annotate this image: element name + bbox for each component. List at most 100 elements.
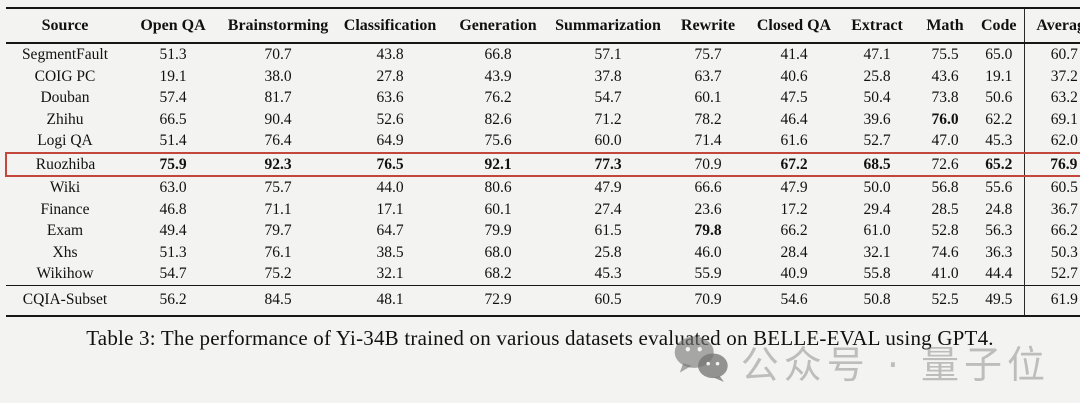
table-cell: 61.6 bbox=[780, 132, 808, 149]
table-cell: 64.7 bbox=[376, 222, 404, 239]
table-cell: 76.9 bbox=[1023, 151, 1080, 177]
table-cell: 69.1 bbox=[1023, 108, 1080, 130]
table-cell: 37.2 bbox=[1023, 65, 1080, 87]
table-cell: 38.5 bbox=[376, 243, 404, 261]
table-cell: 92.1 bbox=[446, 151, 550, 177]
table-cell: 79.7 bbox=[264, 222, 292, 239]
column-header: Code bbox=[974, 8, 1024, 44]
table-cell: 45.3 bbox=[594, 265, 622, 282]
table-cell: 28.4 bbox=[780, 243, 808, 261]
table-cell: 75.9 bbox=[124, 151, 222, 177]
table-cell: 52.7 bbox=[1023, 263, 1080, 285]
table-cell: 41.4 bbox=[780, 46, 808, 63]
table-cell: 37.8 bbox=[594, 67, 622, 85]
table-cell: 57.4 bbox=[159, 89, 187, 106]
table-cell: 29.4 bbox=[863, 200, 891, 218]
table-cell: 49.4 bbox=[159, 222, 187, 239]
table-cell: 66.5 bbox=[159, 110, 187, 128]
table-cell: 40.9 bbox=[780, 265, 808, 282]
row-source: Logi QA bbox=[37, 132, 93, 149]
table-cell: 62.2 bbox=[985, 110, 1013, 128]
table-cell: 63.2 bbox=[1023, 87, 1080, 109]
row-source: Ruozhiba bbox=[5, 151, 124, 177]
table-cell: 66.8 bbox=[484, 46, 512, 63]
table-cell: 76.0 bbox=[931, 110, 959, 128]
table-cell: 23.6 bbox=[694, 200, 722, 218]
column-header: Math bbox=[916, 8, 974, 44]
table-cell: 70.7 bbox=[264, 46, 292, 63]
table-cell: 51.4 bbox=[159, 132, 187, 149]
table-row: Wiki 63.0 75.7 44.0 80.6 47.9 66.6 47.9 50.0 56.8… bbox=[6, 176, 1080, 199]
table-cell: 64.9 bbox=[376, 132, 404, 149]
table-cell: 65.0 bbox=[985, 46, 1013, 63]
table-cell: 75.7 bbox=[264, 179, 292, 196]
table-cell: 17.1 bbox=[376, 200, 404, 218]
table-cell: 44.0 bbox=[376, 179, 404, 196]
table-cell: 50.3 bbox=[1023, 241, 1080, 263]
table-cell: 52.6 bbox=[376, 110, 404, 128]
table-cell: 75.6 bbox=[484, 132, 512, 149]
row-source: Zhihu bbox=[46, 110, 84, 128]
table-cell: 60.7 bbox=[1023, 43, 1080, 66]
row-source: CQIA-Subset bbox=[6, 284, 124, 316]
table-cell: 60.5 bbox=[550, 284, 666, 316]
table-cell: 63.0 bbox=[159, 179, 187, 196]
results-table-wrap: Source Open QA Brainstorming Classification… bbox=[5, 7, 1080, 317]
table-row: SegmentFault 51.3 70.7 43.8 66.8 57.1 75.7 41.4… bbox=[6, 43, 1080, 66]
table-cell: 76.1 bbox=[264, 243, 292, 261]
table-cell: 36.3 bbox=[985, 243, 1013, 261]
table-cell: 52.5 bbox=[916, 284, 974, 316]
table-cell: 65.2 bbox=[974, 151, 1024, 177]
table-cell: 61.5 bbox=[594, 222, 622, 239]
table-cell: 47.9 bbox=[594, 179, 622, 196]
table-row: COIG PC 19.1 38.0 27.8 43.9 37.8 63.7 40.6 25.8 4… bbox=[6, 65, 1080, 87]
table-cell: 43.6 bbox=[931, 67, 959, 85]
table-row: CQIA-Subset 56.2 84.5 48.1 72.9 60.5 70.9 54.6 5… bbox=[6, 284, 1080, 316]
table-cell: 51.3 bbox=[159, 46, 187, 63]
table-cell: 75.7 bbox=[694, 46, 722, 63]
column-header: Open QA bbox=[124, 8, 222, 44]
table-row: Exam 49.4 79.7 64.7 79.9 61.5 79.8 66.2 61.0 52.8… bbox=[6, 220, 1080, 242]
table-cell: 40.6 bbox=[780, 67, 808, 85]
table-cell: 43.9 bbox=[484, 67, 512, 85]
table-cell: 51.3 bbox=[159, 243, 187, 261]
table-cell: 70.9 bbox=[666, 151, 750, 177]
table-cell: 54.7 bbox=[159, 265, 187, 282]
table-cell: 19.1 bbox=[985, 67, 1013, 85]
column-header: Brainstorming bbox=[222, 8, 334, 44]
table-cell: 71.2 bbox=[594, 110, 622, 128]
table-cell: 61.9 bbox=[1023, 284, 1080, 316]
table-cell: 72.9 bbox=[446, 284, 550, 316]
table-cell: 48.1 bbox=[334, 284, 446, 316]
table-cell: 77.3 bbox=[550, 151, 666, 177]
table-cell: 24.8 bbox=[985, 200, 1013, 218]
table-cell: 49.5 bbox=[974, 284, 1024, 316]
table-cell: 90.4 bbox=[264, 110, 292, 128]
table-cell: 75.5 bbox=[931, 46, 959, 63]
table-cell: 45.3 bbox=[985, 132, 1013, 149]
table-cell: 68.5 bbox=[838, 151, 916, 177]
table-cell: 60.5 bbox=[1023, 176, 1080, 199]
table-cell: 66.6 bbox=[694, 179, 722, 196]
table-cell: 76.4 bbox=[264, 132, 292, 149]
table-cell: 57.1 bbox=[594, 46, 622, 63]
table-cell: 55.8 bbox=[863, 265, 891, 282]
results-table: Source Open QA Brainstorming Classification… bbox=[5, 7, 1080, 317]
table-cell: 60.1 bbox=[694, 89, 722, 106]
table-cell: 55.9 bbox=[694, 265, 722, 282]
table-cell: 72.6 bbox=[916, 151, 974, 177]
table-cell: 56.2 bbox=[124, 284, 222, 316]
table-row: Douban 57.4 81.7 63.6 76.2 54.7 60.1 47.5 50.4 73… bbox=[6, 87, 1080, 109]
table-cell: 60.1 bbox=[484, 200, 512, 218]
table-cell: 50.8 bbox=[838, 284, 916, 316]
table-cell: 52.8 bbox=[931, 222, 959, 239]
table-cell: 54.7 bbox=[594, 89, 622, 106]
table-cell: 61.0 bbox=[863, 222, 891, 239]
table-cell: 60.0 bbox=[594, 132, 622, 149]
table-cell: 50.6 bbox=[985, 89, 1013, 106]
table-cell: 68.0 bbox=[484, 243, 512, 261]
table-body: SegmentFault 51.3 70.7 43.8 66.8 57.1 75.7 41.4… bbox=[5, 43, 1080, 316]
table-cell: 25.8 bbox=[594, 243, 622, 261]
column-header: Rewrite bbox=[666, 8, 750, 44]
row-source: Xhs bbox=[52, 243, 78, 261]
